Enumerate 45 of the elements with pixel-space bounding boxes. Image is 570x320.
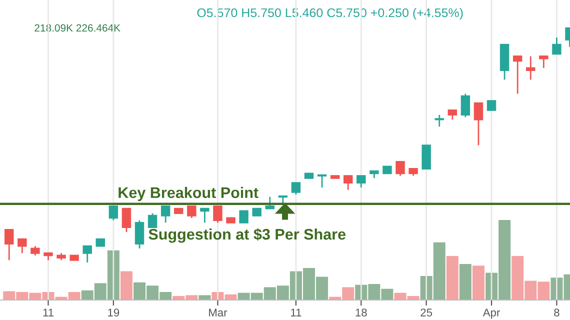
- x-tick-label: Apr: [482, 308, 500, 319]
- candlestick: [317, 174, 327, 188]
- candlestick: [356, 175, 366, 188]
- candlestick: [422, 144, 431, 170]
- candlestick: [160, 206, 170, 224]
- candlestick: [291, 182, 301, 196]
- candlestick: [474, 102, 484, 146]
- bar: [459, 264, 472, 300]
- candlestick: [213, 206, 222, 224]
- ref-line-label: Key Breakout Point: [118, 186, 258, 202]
- candlestick: [30, 245, 40, 256]
- bar: [446, 256, 458, 300]
- annotation: Suggestion at $3 Per Share: [148, 228, 346, 243]
- candlestick: [434, 114, 444, 128]
- x-tick-label: Mar: [209, 308, 228, 316]
- x-tick-label: 11: [43, 308, 54, 316]
- candlestick: [108, 206, 118, 222]
- candlestick: [82, 245, 92, 264]
- candlestick: [539, 56, 548, 69]
- candlestick: [18, 238, 27, 254]
- candlestick: [148, 212, 158, 228]
- candlestick: [486, 100, 496, 111]
- candlestick: [448, 109, 458, 120]
- candlestick: [512, 56, 522, 94]
- candlestick: [239, 210, 248, 224]
- candlestick: [343, 175, 353, 191]
- candlestick: [4, 228, 14, 261]
- x-tick-label: 8: [554, 308, 560, 316]
- candlestick: [265, 196, 274, 210]
- candlestick: [460, 93, 470, 118]
- candlestick: [396, 161, 405, 176]
- bar: [472, 266, 484, 300]
- x-tick-label: 18: [356, 308, 367, 316]
- bar: [120, 271, 132, 300]
- candlestick: [526, 56, 536, 80]
- annotation: 218.09K 226.464K: [34, 24, 120, 32]
- candlestick: [552, 36, 562, 55]
- candlestick: [200, 208, 210, 224]
- x-tick-label: 19: [108, 308, 120, 316]
- x-tick-label: 11: [291, 308, 302, 316]
- x-tick-label: 25: [420, 308, 432, 316]
- candlestick: [122, 208, 132, 233]
- candlestick: [134, 220, 144, 250]
- bar: [198, 295, 211, 300]
- candlestick: [187, 206, 196, 219]
